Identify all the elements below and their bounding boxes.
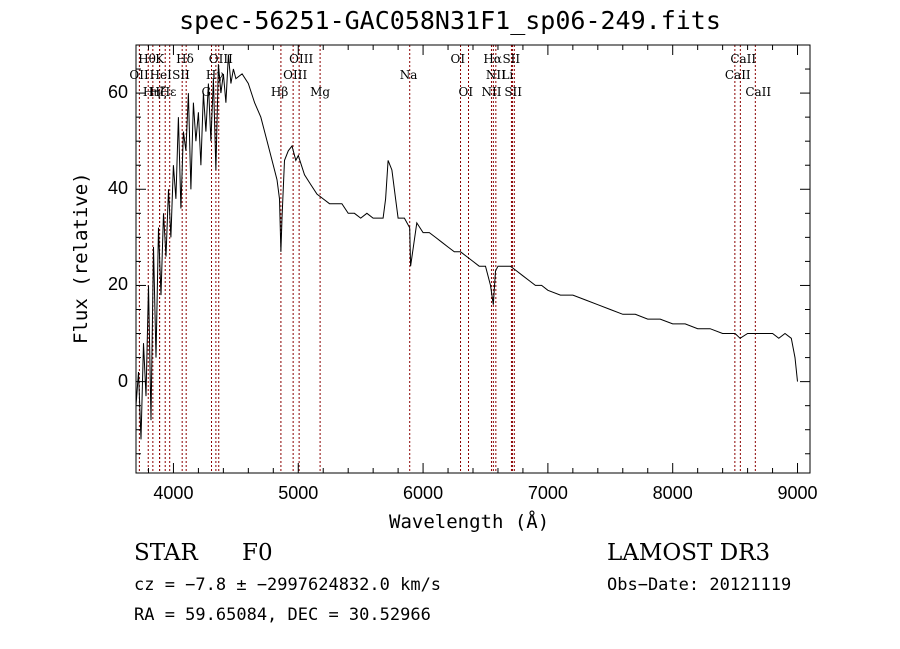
x-tick-label: 4000 <box>153 483 194 503</box>
x-tick-label: 5000 <box>278 483 319 503</box>
spectral-line-label: Hα <box>483 52 502 66</box>
observation-date: Obs−Date: 20121119 <box>607 575 792 595</box>
spectral-line-label: SII <box>504 85 523 99</box>
x-axis-label: Wavelength (Å) <box>389 511 550 533</box>
spectral-line-label: SII <box>172 68 190 82</box>
velocity-readout: cz = −7.8 ± −2997624832.0 km/s <box>134 575 442 595</box>
spectral-line-label: Hθ <box>138 52 156 66</box>
object-subclass: F0 <box>242 540 273 566</box>
spectral-line-label: Hγ <box>205 68 224 82</box>
spectral-line-label: CaII <box>724 68 751 82</box>
spectral-line-label: OIII <box>208 52 233 66</box>
spectral-line-label: NII <box>481 85 502 99</box>
axis-ticks <box>136 45 810 473</box>
spectral-line-label: Hε <box>159 85 177 99</box>
spectrum-series-line <box>135 54 798 440</box>
spectral-line-label: OIII <box>289 52 314 66</box>
spectral-line-label: Li <box>501 68 514 82</box>
survey-name: LAMOST DR3 <box>607 540 771 566</box>
spectral-line-label: Hη <box>142 85 161 99</box>
x-tick-label: 6000 <box>403 483 444 503</box>
y-tick-label: 40 <box>107 178 128 199</box>
spectral-line-label: CaII <box>745 85 772 99</box>
spectral-line-label: OI <box>458 85 474 99</box>
y-tick-label: 60 <box>107 82 128 103</box>
coordinates: RA = 59.65084, DEC = 30.52966 <box>134 605 431 625</box>
spectral-line-label: Hβ <box>270 85 289 99</box>
spectral-line-label: OI <box>450 52 466 66</box>
spectral-line-markers <box>138 45 756 473</box>
x-tick-label: 9000 <box>777 483 818 503</box>
x-tick-label: 8000 <box>652 483 693 503</box>
spectral-line-label: OII <box>129 68 149 82</box>
spectral-line-label: K <box>155 52 165 66</box>
spectral-line-label: G <box>201 85 212 99</box>
plot-frame <box>135 44 811 474</box>
spectral-line-label: Na <box>399 68 418 82</box>
y-tick-label: 0 <box>117 370 128 391</box>
spectral-line-label: Hζ <box>149 85 167 99</box>
chart-title: spec-56251-GAC058N31F1_sp06-249.fits <box>179 6 721 35</box>
object-class: STAR <box>134 540 198 566</box>
spectral-line-label: SII <box>502 52 521 66</box>
spectral-line-label: NII <box>485 68 506 82</box>
spectral-line-label: CaII <box>730 52 757 66</box>
y-axis-label: Flux (relative) <box>70 172 92 344</box>
y-tick-label: 20 <box>107 274 128 295</box>
spectral-line-label: OIII <box>283 68 308 82</box>
x-tick-label: 7000 <box>527 483 568 503</box>
spectral-line-label: Mg <box>310 85 331 99</box>
spectral-line-label: Hδ <box>176 52 194 66</box>
spectral-line-label: HeI <box>149 68 172 82</box>
